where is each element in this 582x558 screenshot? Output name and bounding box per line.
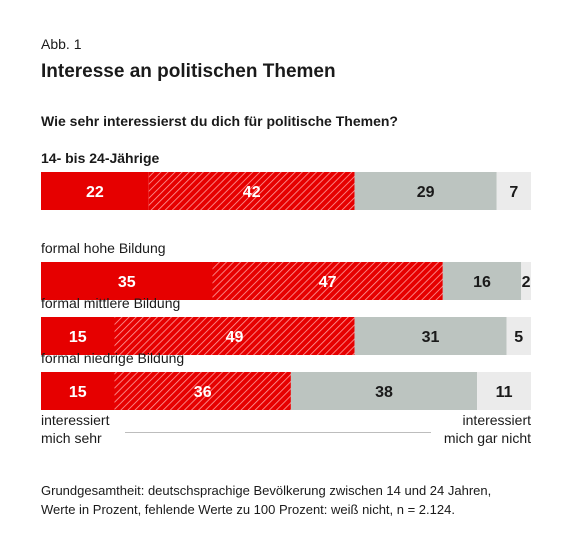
data-label: 47 (319, 274, 337, 291)
data-label: 35 (118, 274, 136, 291)
bar-segment-eher (148, 172, 355, 210)
bar-segment-eher-nicht (290, 372, 478, 410)
data-label: 29 (417, 184, 435, 201)
bar-segment-sehr (41, 172, 149, 210)
scale-label-left-line1: interessiert (41, 412, 110, 428)
bar-segment-eher (114, 317, 355, 355)
bar-segment-eher (212, 262, 443, 300)
data-label: 5 (514, 329, 523, 346)
data-label: 22 (86, 184, 104, 201)
bar-segment-eher-nicht (354, 172, 497, 210)
data-label: 49 (226, 329, 244, 346)
category-label: formal niedrige Bildung (41, 350, 184, 366)
data-label: 11 (496, 384, 513, 401)
scale-label-left-line2: mich sehr (41, 430, 102, 446)
bar-segment-eher (114, 372, 291, 410)
bar-segment-eher-nicht (442, 262, 522, 300)
bar-segment-eher-nicht (354, 317, 507, 355)
footnote-line-1: Grundgesamtheit: deutschsprachige Bevölk… (41, 483, 492, 498)
category-label: formal hohe Bildung (41, 240, 166, 256)
bar-segment-sehr (41, 317, 115, 355)
category-label: 14- bis 24-Jährige (41, 150, 159, 166)
survey-question: Wie sehr interessierst du dich für polit… (41, 113, 398, 129)
category-label: formal mittlere Bildung (41, 295, 180, 311)
data-label: 15 (69, 329, 87, 346)
data-label: 15 (69, 384, 87, 401)
bar-segment-gar-nicht (521, 262, 531, 300)
scale-label-right-line1: interessiert (462, 412, 531, 428)
bar-segment-gar-nicht (477, 372, 531, 410)
scale-label-right: interessiert mich gar nicht (444, 411, 531, 447)
data-label: 42 (243, 184, 261, 201)
bar-segment-sehr (41, 262, 213, 300)
scale-label-right-line2: mich gar nicht (443, 430, 531, 446)
scale-axis-line (125, 432, 431, 433)
data-label: 36 (194, 384, 212, 401)
chart-title: Interesse an politischen Themen (41, 61, 336, 82)
bar-segment-sehr (41, 372, 115, 410)
data-label: 2 (522, 274, 531, 291)
data-label: 16 (473, 274, 491, 291)
scale-label-left: interessiert mich sehr (41, 411, 109, 447)
data-label: 7 (509, 184, 518, 201)
figure-label: Abb. 1 (41, 36, 82, 52)
data-label: 38 (375, 384, 393, 401)
bar-segment-gar-nicht (496, 172, 531, 210)
footnote-line-2: Werte in Prozent, fehlende Werte zu 100 … (41, 502, 455, 517)
bar-segment-gar-nicht (506, 317, 531, 355)
footnote: Grundgesamtheit: deutschsprachige Bevölk… (41, 481, 491, 519)
data-label: 31 (422, 329, 440, 346)
